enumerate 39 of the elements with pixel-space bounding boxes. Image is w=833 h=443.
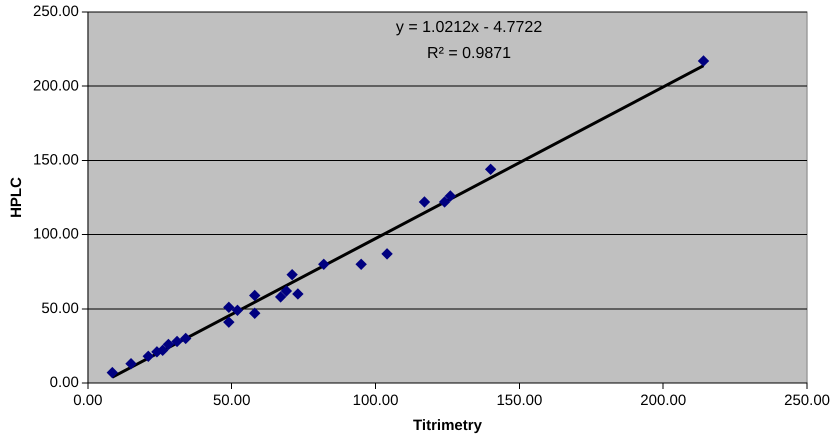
point	[439, 196, 450, 208]
point	[232, 304, 243, 316]
point	[172, 336, 183, 347]
y-axis-title: HPLC	[8, 176, 26, 218]
point	[162, 338, 174, 350]
point	[382, 248, 393, 260]
point	[223, 302, 234, 313]
x-tick-label: 200.00	[640, 392, 686, 410]
point	[249, 308, 260, 319]
point	[249, 290, 260, 301]
point	[275, 291, 286, 302]
y-tick-label: 250.00	[32, 3, 79, 20]
point	[485, 164, 496, 175]
y-tick-label: 150.00	[32, 152, 79, 169]
point	[280, 285, 292, 296]
y-tick-label: 0.00	[50, 374, 79, 392]
point	[292, 288, 304, 300]
x-tick-label: 50.00	[212, 392, 250, 410]
x-tick-label: 100.00	[352, 392, 398, 410]
point	[106, 367, 118, 378]
x-tick-label: 250.00	[784, 392, 830, 410]
point	[318, 258, 330, 270]
point	[356, 258, 367, 270]
annotation: y = 1.0212x - 4.7722	[396, 19, 542, 36]
x-tick-label: 150.00	[496, 392, 542, 410]
x-axis-title: Titrimetry	[413, 417, 483, 434]
point	[698, 55, 709, 66]
point	[180, 332, 192, 344]
x-tick-label: 0.00	[73, 392, 102, 410]
point	[126, 358, 137, 370]
y-tick-label: 50.00	[41, 300, 79, 317]
annotation: R² = 0.9871	[427, 45, 512, 62]
point	[286, 269, 298, 280]
point	[142, 350, 154, 362]
y-tick-label: 200.00	[32, 77, 79, 94]
point	[444, 190, 456, 202]
point	[418, 196, 430, 208]
point	[223, 316, 234, 328]
y-tick-label: 100.00	[32, 226, 79, 243]
